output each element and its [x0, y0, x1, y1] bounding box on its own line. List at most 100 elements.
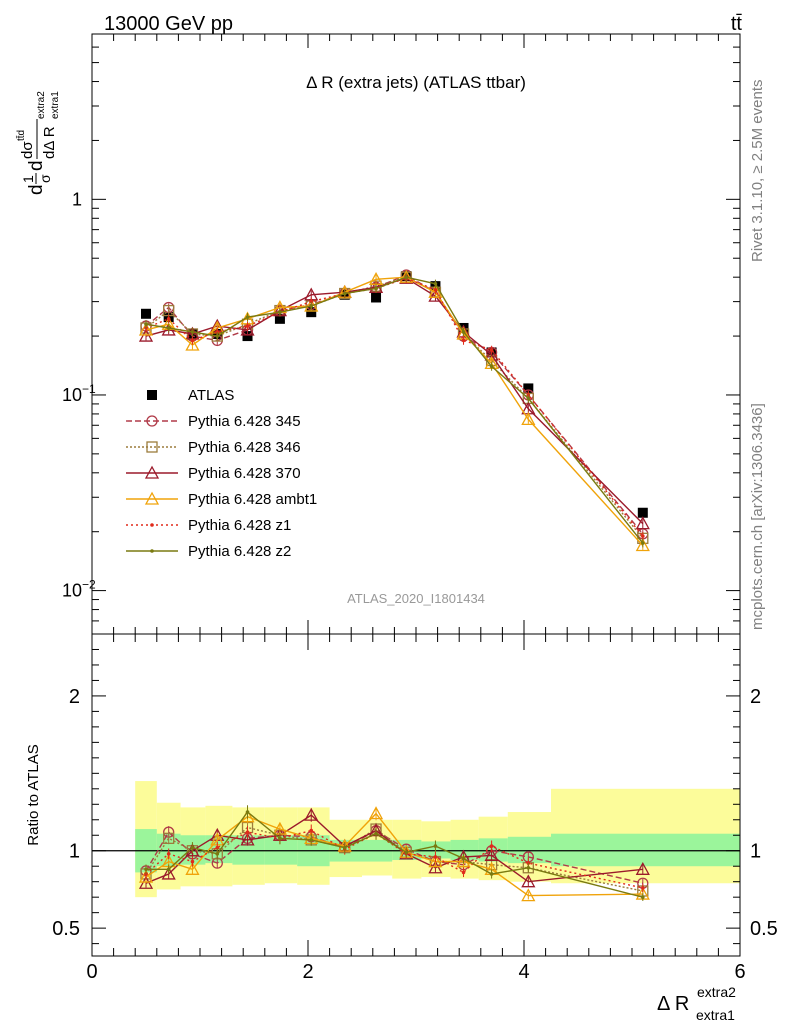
ratio-y-axis-label: Ratio to ATLAS — [25, 744, 42, 845]
data-point — [374, 286, 378, 291]
data-point — [245, 315, 250, 319]
legend-label: Pythia 6.428 345 — [188, 413, 301, 430]
data-point — [215, 845, 220, 850]
data-point — [489, 348, 494, 352]
svg-text:d: d — [26, 160, 47, 171]
x-tick-label: 4 — [518, 961, 529, 983]
legend-item: Pythia 6.428 370 — [126, 465, 301, 482]
main-axes: 10 −210 −11 — [62, 33, 741, 635]
series-pythia-6-428-z2 — [144, 805, 645, 901]
legend-marker — [147, 390, 157, 400]
data-point — [635, 516, 650, 530]
data-point — [306, 307, 317, 318]
data-point — [342, 845, 347, 850]
svg-text:tt̄d: tt̄d — [15, 130, 27, 141]
legend-label: Pythia 6.428 370 — [188, 465, 301, 482]
ratio-plot-area — [92, 781, 740, 902]
legend-item: Pythia 6.428 z2 — [126, 543, 291, 560]
data-point — [240, 322, 255, 336]
legend-item: Pythia 6.428 346 — [126, 439, 301, 456]
data-point — [374, 831, 378, 836]
data-point — [433, 282, 438, 286]
data-point — [368, 271, 384, 285]
data-point — [138, 322, 154, 336]
data-point — [166, 867, 171, 872]
svg-text:σ: σ — [37, 174, 53, 183]
data-point — [433, 287, 438, 292]
y-tick-exponent: −1 — [82, 382, 96, 396]
data-point — [635, 538, 650, 552]
main-title: Δ R (extra jets) (ATLAS ttbar) — [306, 73, 526, 92]
data-point — [521, 412, 536, 426]
x-axis-label: Δ R extra1 extra2 — [657, 984, 736, 1023]
legend-item: ATLAS — [147, 387, 234, 404]
data-point — [163, 832, 175, 844]
legend-label: Pythia 6.428 z1 — [188, 517, 291, 534]
mcplots-label: mcplots.cern.ch [arXiv:1306.3436] — [749, 403, 766, 630]
data-point — [526, 396, 531, 401]
data-point — [245, 810, 250, 814]
legend-marker — [150, 549, 154, 553]
data-point — [523, 383, 534, 394]
legend-label: Pythia 6.428 ambt1 — [188, 491, 317, 508]
svg-text:extra2: extra2 — [697, 984, 736, 1000]
legend-item: Pythia 6.428 z1 — [126, 517, 291, 534]
data-point — [190, 330, 195, 334]
data-point — [185, 337, 200, 351]
uncertainty-band-inner — [478, 838, 508, 862]
y-tick-label: 10 — [62, 581, 82, 601]
svg-text:extra1: extra1 — [50, 91, 61, 119]
legend-label: ATLAS — [188, 387, 234, 404]
svg-text:extra1: extra1 — [696, 1007, 735, 1023]
data-point — [309, 304, 314, 308]
ratio-y-tick-label: 2 — [69, 686, 80, 708]
data-point — [641, 886, 645, 890]
data-point — [521, 874, 536, 888]
beam-label: 13000 GeV pp — [104, 13, 233, 35]
data-point — [141, 308, 151, 319]
series-line — [145, 829, 643, 884]
svg-text:extra2: extra2 — [36, 91, 47, 119]
rivet-label: Rivet 3.1.10, ≥ 2.5M events — [749, 80, 766, 263]
data-point — [185, 861, 200, 875]
data-point — [166, 326, 171, 330]
data-point — [309, 828, 314, 833]
ratio-y-tick-label-right: 0.5 — [750, 918, 778, 940]
data-point — [215, 852, 220, 856]
data-point — [635, 861, 650, 875]
data-point — [309, 838, 314, 842]
data-point — [404, 850, 409, 855]
data-point — [242, 331, 253, 342]
data-point — [190, 859, 195, 864]
data-point — [456, 854, 471, 868]
data-point — [489, 364, 494, 369]
data-point — [461, 870, 466, 875]
analysis-label: ATLAS_2020_I1801434 — [347, 591, 485, 606]
data-point — [461, 856, 466, 861]
uncertainty-band-inner — [551, 833, 740, 867]
data-point — [166, 317, 171, 321]
data-point — [489, 844, 494, 848]
legend: ATLAS Pythia 6.428 345 Pythia 6.428 346 Pyt… — [126, 387, 317, 560]
legend-label: Pythia 6.428 346 — [188, 439, 301, 456]
data-point — [309, 299, 314, 304]
data-point — [461, 330, 466, 334]
legend-marker — [146, 441, 158, 453]
data-point — [274, 313, 285, 324]
data-point — [489, 872, 494, 876]
legend-marker — [144, 465, 160, 479]
data-point — [245, 830, 250, 834]
svg-text:d: d — [26, 184, 47, 195]
data-point — [368, 806, 384, 820]
y-tick-label: 1 — [72, 189, 82, 209]
svg-text:1: 1 — [20, 175, 36, 183]
data-point — [521, 888, 536, 902]
svg-text:dΔ R: dΔ R — [41, 126, 58, 159]
data-point — [215, 334, 220, 338]
data-point — [428, 284, 443, 298]
ratio-y-tick-label: 0.5 — [52, 918, 80, 940]
data-point — [138, 875, 154, 889]
data-point — [641, 534, 645, 538]
data-point — [428, 854, 443, 868]
